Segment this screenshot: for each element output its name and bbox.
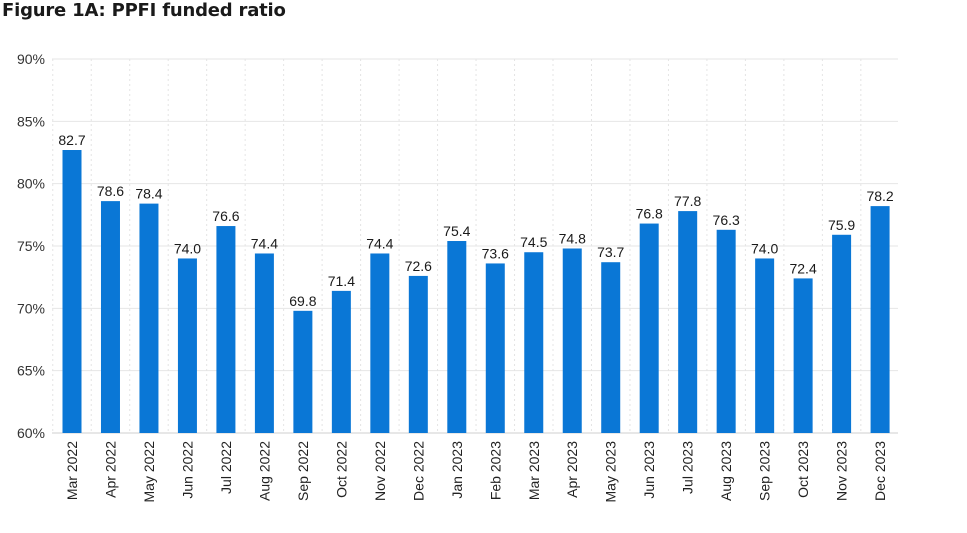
- data-label: 76.8: [636, 206, 663, 222]
- category-label: Jul 2023: [680, 441, 696, 494]
- category-label: Sep 2022: [295, 441, 311, 501]
- category-label: Mar 2022: [64, 441, 80, 500]
- data-label: 74.5: [520, 234, 547, 250]
- data-labels: 82.7 78.6 78.4 74.0 76.6 74.4 69.8 71.4 74.4 72.6…: [58, 132, 894, 309]
- data-label: 78.6: [97, 183, 124, 199]
- y-tick-label: 85%: [17, 113, 45, 129]
- bar: [254, 253, 274, 433]
- category-label: Sep 2023: [757, 441, 773, 501]
- grid-layer: [52, 58, 898, 434]
- data-label: 77.8: [674, 193, 701, 209]
- bar: [62, 150, 82, 434]
- bar: [716, 229, 736, 433]
- data-label: 76.6: [212, 208, 239, 224]
- bar: [678, 211, 698, 433]
- data-label: 69.8: [289, 293, 316, 309]
- bar: [293, 310, 313, 433]
- data-label: 74.0: [174, 240, 201, 256]
- data-label: 74.0: [751, 240, 778, 256]
- bar: [870, 206, 890, 433]
- bar: [370, 253, 390, 433]
- category-label: May 2023: [603, 441, 619, 503]
- x-axis: Mar 2022 Apr 2022 May 2022 Jun 2022 Jul 2022…: [64, 441, 888, 503]
- chart-title: Figure 1A: PPFI funded ratio: [2, 0, 286, 21]
- data-label: 78.4: [135, 186, 162, 202]
- y-tick-label: 90%: [17, 51, 45, 67]
- data-label: 75.4: [443, 223, 470, 239]
- data-label: 74.8: [559, 230, 586, 246]
- bar: [755, 258, 775, 433]
- category-label: Mar 2023: [526, 441, 542, 500]
- data-label: 74.4: [251, 235, 278, 251]
- bar: [601, 262, 621, 433]
- y-tick-label: 70%: [17, 300, 45, 316]
- category-label: Oct 2023: [795, 441, 811, 498]
- bar: [447, 241, 467, 433]
- bar: [562, 248, 582, 433]
- bar: [177, 258, 197, 433]
- category-label: Feb 2023: [487, 441, 503, 500]
- y-tick-label: 80%: [17, 176, 45, 192]
- bar: [524, 252, 544, 433]
- bar: [485, 263, 505, 433]
- bar: [793, 278, 813, 433]
- bars: [62, 150, 890, 434]
- bar: [100, 201, 120, 433]
- y-tick-label: 75%: [17, 238, 45, 254]
- category-label: Dec 2023: [872, 441, 888, 501]
- category-label: Nov 2022: [372, 441, 388, 501]
- y-tick-label: 65%: [17, 363, 45, 379]
- category-label: Jan 2023: [449, 441, 465, 499]
- category-label: Nov 2023: [834, 441, 850, 501]
- category-label: Jul 2022: [218, 441, 234, 494]
- category-label: Aug 2022: [256, 441, 272, 501]
- category-label: Aug 2023: [718, 441, 734, 501]
- data-label: 71.4: [328, 273, 355, 289]
- data-label: 74.4: [366, 235, 393, 251]
- category-label: Dec 2022: [410, 441, 426, 501]
- category-label: Oct 2022: [333, 441, 349, 498]
- category-label: Apr 2023: [564, 441, 580, 498]
- bar: [216, 226, 236, 433]
- data-label: 82.7: [58, 132, 85, 148]
- data-label: 72.6: [405, 258, 432, 274]
- data-label: 76.3: [713, 212, 740, 228]
- bar: [832, 234, 852, 433]
- bar: [639, 223, 659, 433]
- bar: [408, 275, 428, 433]
- category-label: Jun 2023: [641, 441, 657, 499]
- bar: [331, 290, 351, 433]
- data-label: 75.9: [828, 217, 855, 233]
- data-label: 73.7: [597, 244, 624, 260]
- data-label: 73.6: [482, 245, 509, 261]
- data-label: 72.4: [789, 260, 816, 276]
- y-tick-label: 60%: [17, 425, 45, 441]
- data-label: 78.2: [866, 188, 893, 204]
- category-label: May 2022: [141, 441, 157, 503]
- category-label: Jun 2022: [179, 441, 195, 499]
- bar: [139, 203, 159, 433]
- category-label: Apr 2022: [102, 441, 118, 498]
- y-axis: 60% 65% 70% 75% 80% 85% 90%: [17, 51, 45, 441]
